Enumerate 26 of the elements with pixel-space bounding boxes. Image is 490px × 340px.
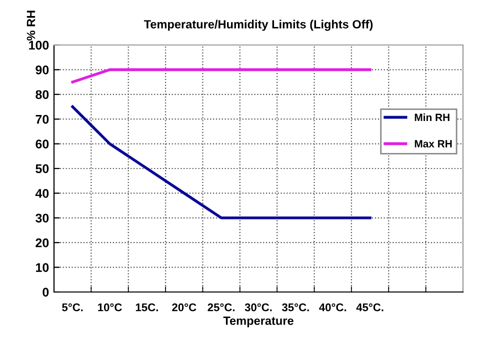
y-tick-label: 100 <box>29 40 49 50</box>
line-series <box>71 105 372 220</box>
x-axis-title: Temperature <box>223 316 294 328</box>
legend-label: Max RH <box>414 140 452 148</box>
legend-label: Min RH <box>414 113 450 121</box>
x-tick-label: 15C. <box>136 303 158 312</box>
y-tick-label: 20 <box>36 238 49 248</box>
y-tick-label: 40 <box>35 189 49 198</box>
x-tick-label: 5°C. <box>62 303 83 312</box>
y-tick-label: 50 <box>36 164 49 174</box>
chart-title: Temperature/Humidity Limits (Lights Off) <box>144 20 373 31</box>
x-tick-label: 30°C. <box>244 303 272 312</box>
y-tick-label: 10 <box>36 263 49 272</box>
x-tick-label: 20°C <box>172 303 196 312</box>
y-axis-title: % RH <box>26 10 36 41</box>
x-tick-label: 40°C. <box>319 303 346 312</box>
y-tick-label: 0 <box>42 288 49 297</box>
y-tick-label: 80 <box>36 90 49 100</box>
x-tick-label: 25°C. <box>208 303 235 312</box>
y-tick-label: 90 <box>36 66 49 74</box>
x-tick-label: 45°C. <box>356 303 384 312</box>
y-tick-label: 30 <box>36 214 49 223</box>
y-tick-label: 60 <box>36 140 49 148</box>
x-tick-label: 10°C <box>98 303 122 312</box>
x-tick-label: 35°C. <box>282 303 309 312</box>
y-tick-label: 70 <box>36 114 49 124</box>
